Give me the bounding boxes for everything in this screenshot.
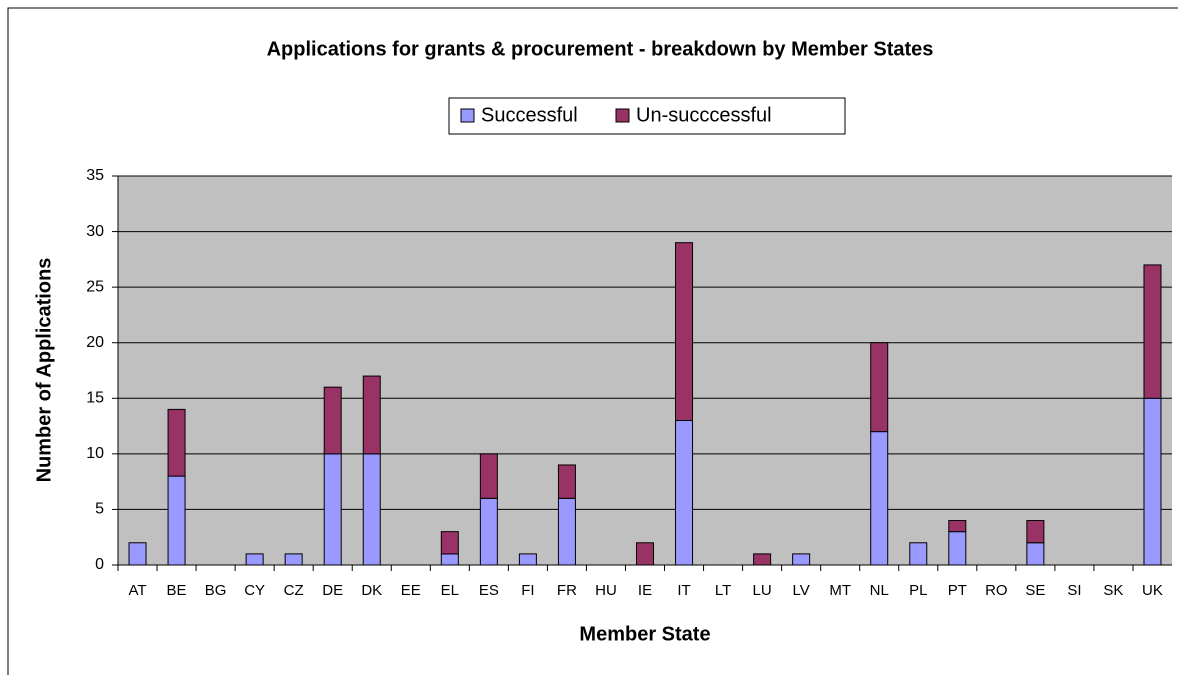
bar-segment bbox=[1026, 520, 1045, 544]
bar-segment bbox=[323, 453, 342, 566]
x-tick-label: RO bbox=[985, 582, 1008, 599]
bar-segment bbox=[557, 464, 576, 499]
bar-segment bbox=[284, 553, 303, 566]
y-tick-label: 20 bbox=[86, 334, 104, 351]
x-tick-label: EL bbox=[441, 582, 459, 599]
x-tick-label: UK bbox=[1142, 582, 1163, 599]
bar-segment bbox=[636, 542, 654, 566]
bar-segment bbox=[948, 531, 967, 566]
bar-segment bbox=[440, 531, 459, 555]
x-tick-label: DE bbox=[322, 582, 343, 599]
x-tick-label: NL bbox=[870, 582, 889, 599]
y-tick-label: 5 bbox=[95, 501, 104, 518]
y-tick-label: 35 bbox=[86, 167, 104, 184]
bar-segment bbox=[362, 453, 381, 566]
x-tick-label: MT bbox=[829, 582, 851, 599]
bar-segment bbox=[675, 420, 694, 566]
x-tick-label: SI bbox=[1067, 582, 1081, 599]
legend-swatch bbox=[615, 108, 630, 123]
bar-segment bbox=[167, 408, 186, 477]
legend-label: Successful bbox=[481, 104, 578, 126]
y-tick-label: 15 bbox=[86, 390, 104, 407]
bar-segment bbox=[1143, 264, 1162, 399]
x-tick-label: IE bbox=[638, 582, 652, 599]
bar-segment bbox=[479, 497, 498, 566]
x-tick-label: ES bbox=[479, 582, 499, 599]
x-axis-label: Member State bbox=[579, 623, 710, 645]
x-tick-label: SE bbox=[1025, 582, 1045, 599]
y-axis-label: Number of Applications bbox=[33, 258, 55, 483]
x-tick-label: IT bbox=[677, 582, 690, 599]
x-tick-label: EE bbox=[401, 582, 421, 599]
bar-segment bbox=[675, 242, 694, 422]
bar-segment bbox=[753, 553, 772, 566]
bar-segment bbox=[792, 553, 811, 566]
x-tick-label: CY bbox=[244, 582, 265, 599]
bar-segment bbox=[245, 553, 264, 566]
x-tick-label: AT bbox=[128, 582, 146, 599]
y-tick-label: 30 bbox=[86, 223, 104, 240]
y-tick-label: 25 bbox=[86, 278, 104, 295]
legend-swatch bbox=[460, 108, 475, 123]
x-tick-label: LT bbox=[715, 582, 731, 599]
bar-segment bbox=[909, 542, 928, 566]
bar-segment bbox=[870, 342, 889, 433]
bar-segment bbox=[167, 475, 186, 566]
bar-segment bbox=[870, 431, 889, 566]
legend-label: Un-succcessful bbox=[636, 104, 772, 126]
x-tick-label: LV bbox=[793, 582, 810, 599]
x-tick-label: FR bbox=[557, 582, 577, 599]
x-tick-label: DK bbox=[361, 582, 382, 599]
x-tick-label: BE bbox=[167, 582, 187, 599]
x-tick-label: PT bbox=[948, 582, 967, 599]
bar-segment bbox=[362, 375, 381, 455]
x-tick-label: LU bbox=[753, 582, 772, 599]
x-tick-label: HU bbox=[595, 582, 617, 599]
chart-title: Applications for grants & procurement - … bbox=[267, 38, 934, 60]
bar-segment bbox=[518, 553, 537, 566]
bar-segment bbox=[948, 520, 967, 533]
x-tick-label: FI bbox=[521, 582, 534, 599]
x-tick-label: BG bbox=[205, 582, 227, 599]
bar-segment bbox=[557, 497, 576, 566]
bar-segment bbox=[1143, 397, 1162, 566]
x-tick-label: PL bbox=[909, 582, 927, 599]
x-tick-label: SK bbox=[1103, 582, 1123, 599]
x-tick-label: CZ bbox=[284, 582, 304, 599]
legend-box bbox=[448, 97, 846, 135]
y-tick-label: 0 bbox=[95, 556, 104, 573]
bar-segment bbox=[323, 386, 342, 455]
bar-segment bbox=[440, 553, 459, 566]
bar-segment bbox=[128, 542, 147, 566]
bar-segment bbox=[1026, 542, 1045, 566]
plot-area bbox=[118, 176, 1172, 565]
y-tick-label: 10 bbox=[86, 445, 104, 462]
bar-segment bbox=[479, 453, 498, 499]
